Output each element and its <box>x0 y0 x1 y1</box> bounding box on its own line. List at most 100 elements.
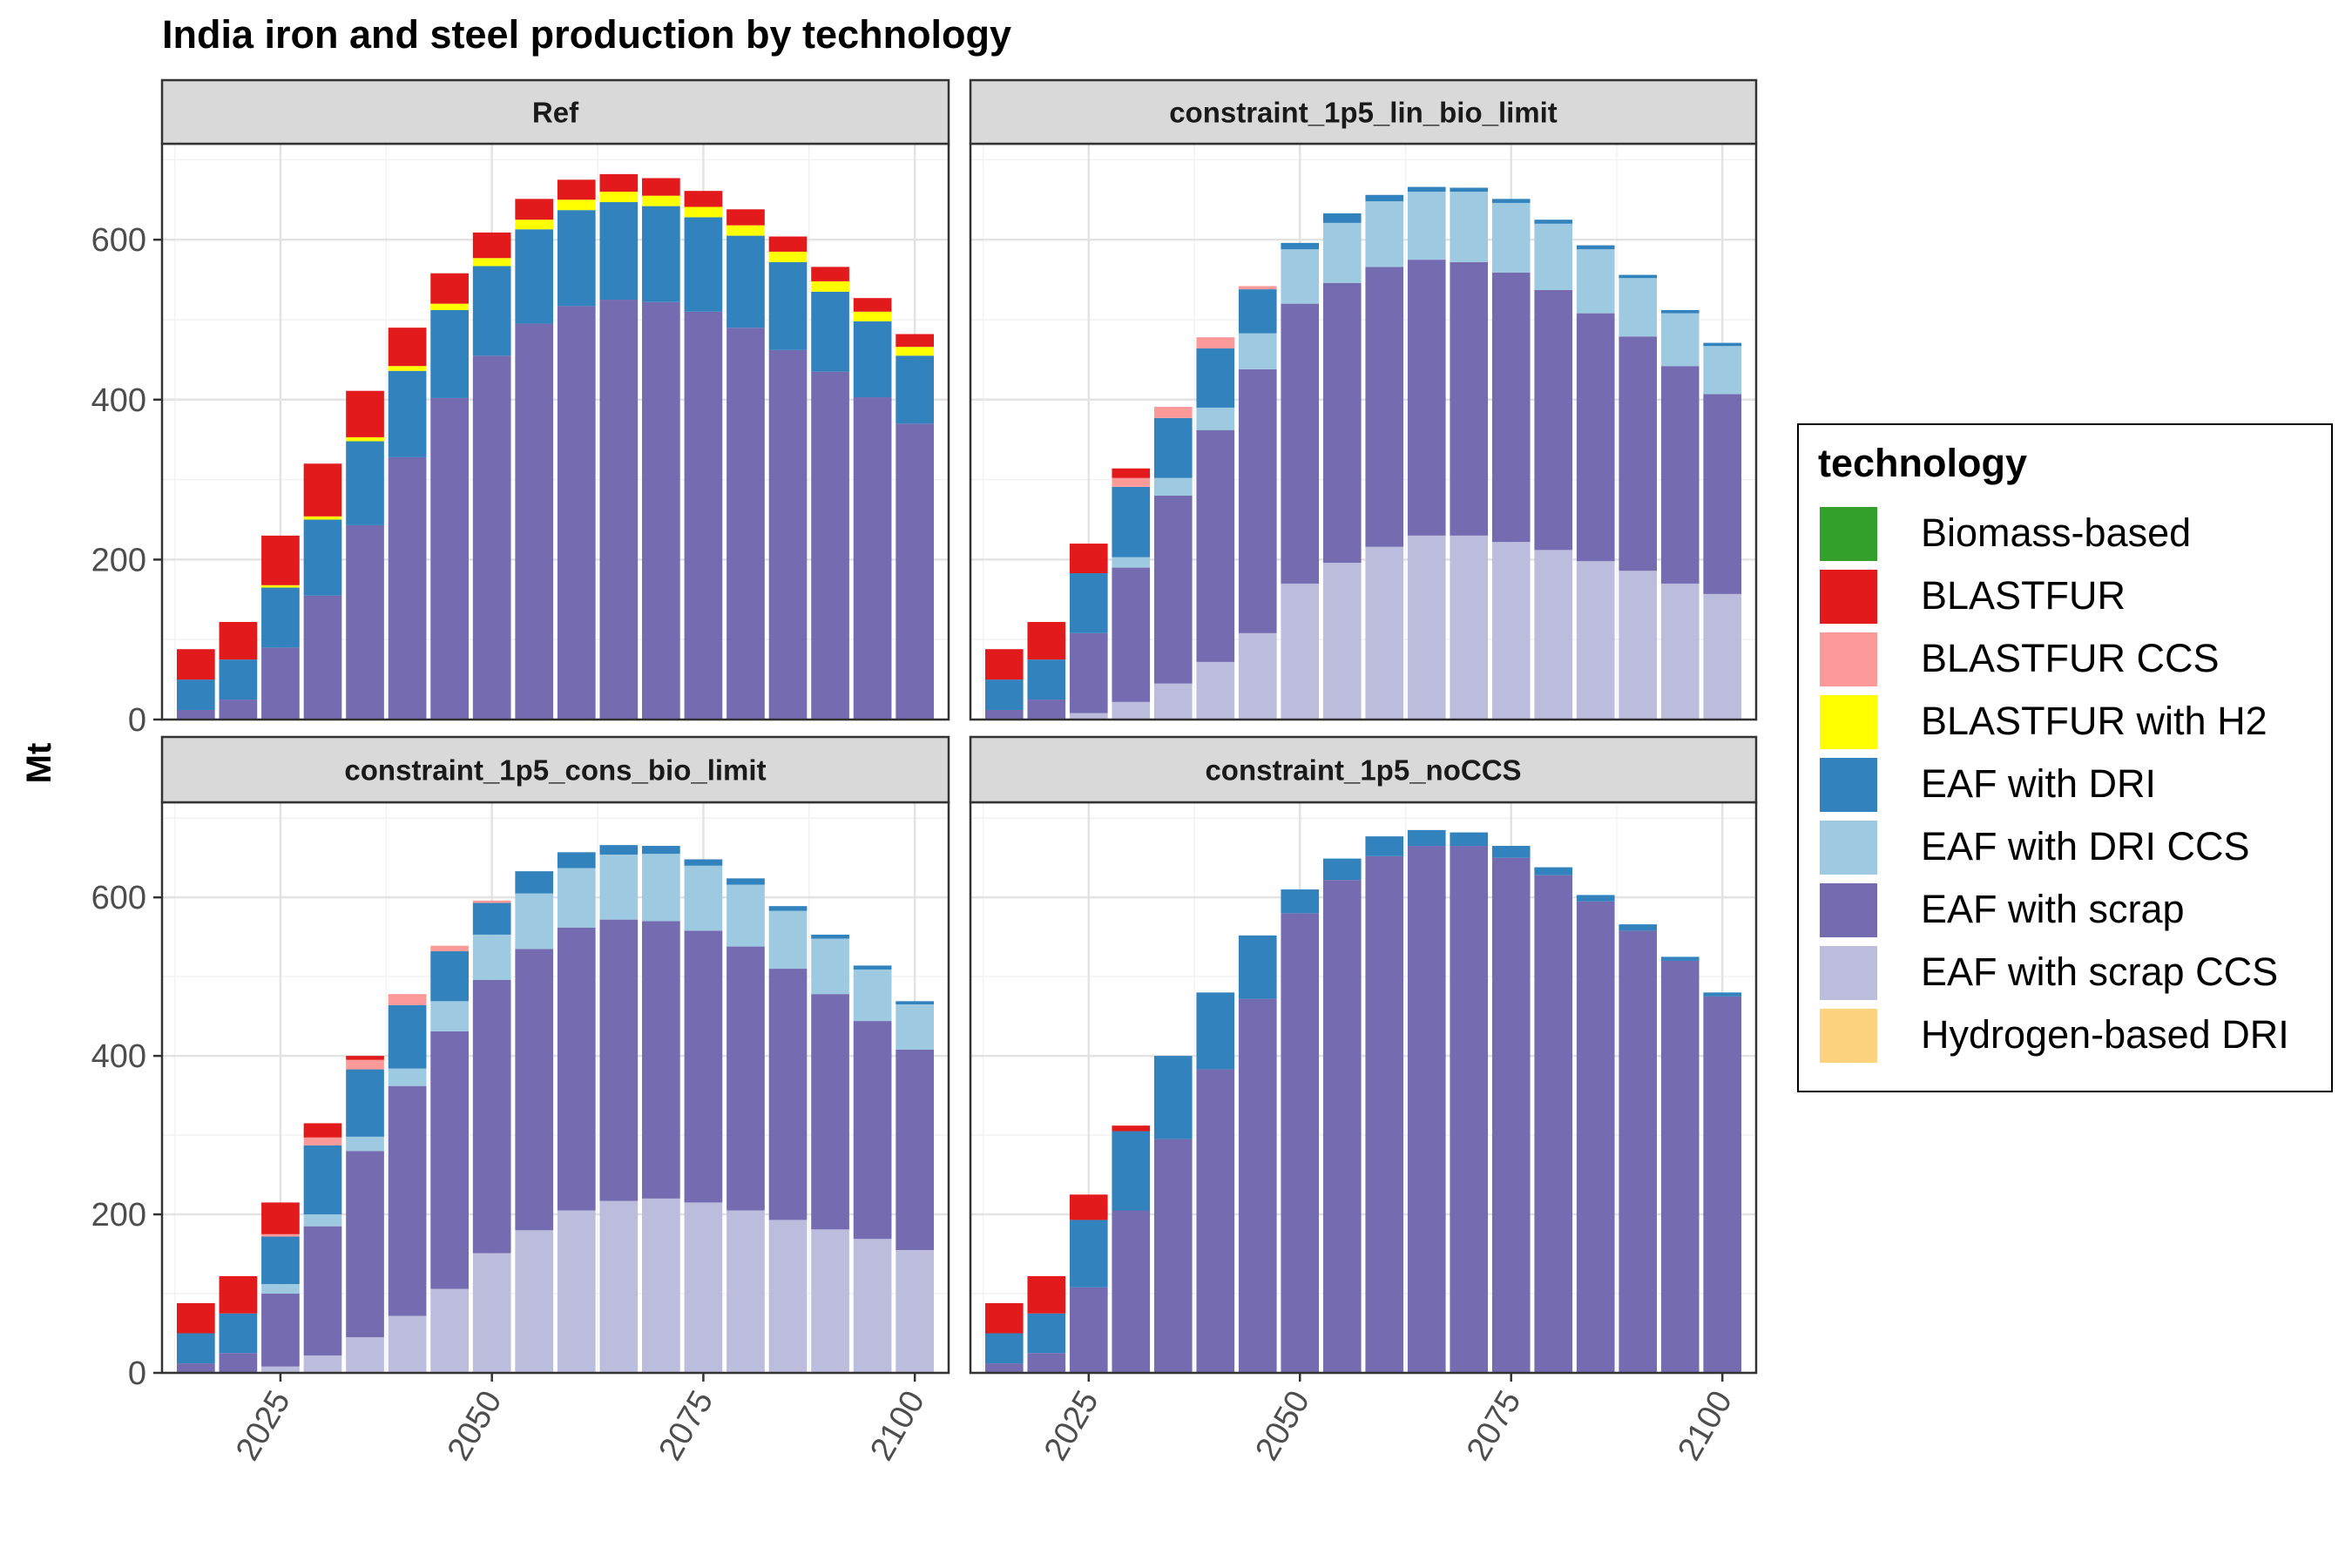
bar-segment <box>896 1049 935 1250</box>
bar-segment <box>896 347 935 356</box>
bar-segment <box>1322 222 1362 283</box>
legend-item: BLASTFUR CCS <box>1818 629 2323 692</box>
bar-segment <box>727 225 765 236</box>
bar-segment <box>515 220 554 230</box>
bar-segment <box>811 280 849 292</box>
legend-label: Biomass-based <box>1921 510 2192 555</box>
y-tick-label: 0 <box>128 1355 146 1392</box>
bar-segment <box>853 298 892 312</box>
legend-label: EAF with DRI <box>1921 761 2157 806</box>
bar-segment <box>1619 274 1658 279</box>
bar-segment <box>176 649 215 680</box>
bar-segment <box>599 1200 639 1373</box>
legend-key <box>1820 507 1877 561</box>
y-tick-label: 200 <box>91 1197 146 1233</box>
bar-segment <box>1576 895 1615 902</box>
bar-segment <box>1491 846 1531 858</box>
bar-segment <box>1153 495 1193 684</box>
bar-segment <box>896 1249 935 1373</box>
bar-segment <box>1112 468 1151 478</box>
bar-segment <box>1027 1353 1066 1373</box>
bar-segment <box>1576 313 1615 562</box>
bar-segment <box>176 1363 215 1373</box>
bar-segment <box>684 206 723 218</box>
bar-segment <box>430 303 469 310</box>
legend-item: EAF with DRI CCS <box>1818 817 2323 880</box>
bar-segment <box>303 463 342 517</box>
bar-segment <box>1322 213 1362 223</box>
bar-segment <box>261 1366 300 1373</box>
bar-segment <box>1576 249 1615 314</box>
bar-segment <box>515 199 554 220</box>
bar-segment <box>599 300 639 720</box>
bar-segment <box>1112 557 1151 568</box>
bar-segment <box>1450 846 1489 1373</box>
bar-segment <box>1660 956 1700 961</box>
bar-segment <box>1407 186 1446 193</box>
bar-segment <box>1365 546 1404 720</box>
bar-segment <box>1027 621 1066 660</box>
legend-key <box>1820 1009 1877 1063</box>
bar-segment <box>599 919 639 1201</box>
bar-segment <box>261 535 300 585</box>
bar-segment <box>1322 282 1362 564</box>
bar-segment <box>1660 366 1700 584</box>
bar-segment <box>1534 223 1573 291</box>
bar-segment <box>984 1302 1024 1334</box>
bar-segment <box>1238 333 1277 369</box>
bar-segment <box>346 1151 384 1338</box>
bar-segment <box>1619 930 1658 1373</box>
bar-segment <box>388 1085 427 1316</box>
bar-segment <box>557 306 596 720</box>
bar-segment <box>261 1236 300 1285</box>
bar-segment <box>599 855 639 920</box>
bar-segment <box>1619 278 1658 337</box>
bar-segment <box>346 1069 384 1137</box>
legend-item: EAF with DRI <box>1818 754 2323 817</box>
bar-segment <box>557 179 596 200</box>
bar-segment <box>1281 913 1320 1373</box>
bar-segment <box>430 951 469 1002</box>
bar-segment <box>1153 1139 1193 1373</box>
bar-segment <box>853 311 892 321</box>
bar-segment <box>896 1004 935 1050</box>
legend-key <box>1820 632 1877 686</box>
bar-segment <box>1660 309 1700 314</box>
bar-segment <box>984 1333 1024 1364</box>
bar-segment <box>1534 290 1573 551</box>
panel-4-strip <box>969 735 1758 804</box>
panel-1-strip-label: Ref <box>532 97 579 129</box>
bar-segment <box>261 647 300 720</box>
bar-segment <box>1069 713 1108 720</box>
bar-segment <box>346 1136 384 1152</box>
bar-segment <box>768 349 808 720</box>
bar-segment <box>1196 337 1235 349</box>
bar-segment <box>515 871 554 894</box>
bar-segment <box>1491 272 1531 543</box>
bar-segment <box>984 1363 1024 1373</box>
bar-segment <box>261 1294 300 1367</box>
legend-item: EAF with scrap <box>1818 880 2323 943</box>
bar-segment <box>642 1198 680 1373</box>
legend-label: EAF with DRI CCS <box>1921 824 2250 868</box>
bar-segment <box>557 210 596 307</box>
bar-segment <box>1660 583 1700 720</box>
bar-segment <box>430 1288 469 1373</box>
legend-key <box>1820 821 1877 875</box>
bar-segment <box>1027 700 1066 720</box>
bar-segment <box>1112 1131 1151 1211</box>
bar-segment <box>1069 1194 1108 1220</box>
bar-segment <box>727 878 765 885</box>
bar-segment <box>1281 242 1320 250</box>
bar-segment <box>303 519 342 596</box>
bar-segment <box>1450 192 1489 262</box>
bar-segment <box>1407 192 1446 260</box>
bar-segment <box>1619 924 1658 931</box>
bar-segment <box>346 436 384 442</box>
bar-segment <box>896 355 935 424</box>
bar-segment <box>176 1302 215 1334</box>
bar-segment <box>642 301 680 720</box>
bar-segment <box>261 585 300 588</box>
bar-segment <box>642 846 680 855</box>
bar-segment <box>261 1202 300 1234</box>
